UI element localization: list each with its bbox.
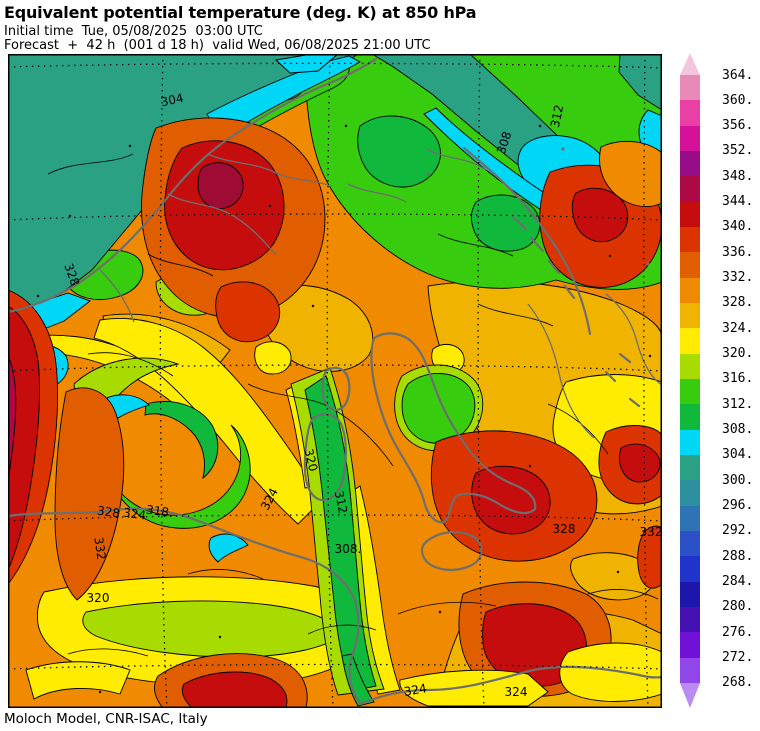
colorbar-tick-label: 276. [722,624,754,640]
colorbar-tick-label: 280. [722,599,754,615]
colorbar-tick-label: 304. [722,447,754,463]
latlon-grid [7,53,663,709]
colorbar-segment [680,657,700,683]
contour-label: 304 [160,91,185,109]
contour-label: 332 [640,525,662,539]
colorbar-tick-label: 344. [722,194,754,210]
colorbar-segment [680,100,700,126]
colorbar-segment [680,429,700,455]
colorbar-segment [680,176,700,202]
contour-label: 318 [145,503,170,520]
contour-label: 328 [553,522,576,536]
colorbar-segment [680,125,700,151]
colorbar-tick-label: 352. [722,143,754,159]
contour-label: 320 [87,591,110,605]
colorbar-segment [680,632,700,658]
contour-label: 328 [96,504,121,521]
colorbar-segment [680,480,700,506]
initial-time-line: Initial time Tue, 05/08/2025 03:00 UTC [4,24,263,39]
contour-label: 324 [122,506,147,523]
colorbar-tick-label: 296. [722,498,754,514]
map-area: 304 308 312 328 332 328 324 318 320 324 … [6,53,664,709]
colorbar: 364. 360. 356. 352. 348. 344. 340. 336. 332. 328.… [680,53,760,713]
colorbar-tick-label: 316. [722,371,754,387]
colorbar-segment [680,556,700,582]
colorbar-tick-label: 272. [722,650,754,666]
speckles [36,124,652,694]
contour-label: 324 [403,681,428,699]
colorbar-tick-label: 284. [722,574,754,590]
colorbar-over-triangle [680,53,700,75]
colorbar-segment [680,302,700,329]
colorbar-segment [680,328,700,354]
colorbar-tick-label: 268. [722,675,754,691]
colorbar-under-triangle [680,682,700,708]
contour-label: 308 [494,130,514,156]
contour-labels: 304 308 312 328 332 328 324 318 320 324 … [61,91,662,699]
colorbar-tick-label: 328. [722,295,754,311]
colorbar-segment [680,226,700,253]
colorbar-segment [680,353,700,379]
colorbar-tick-label: 348. [722,168,754,184]
colorbar-tick-label: 360. [722,92,754,108]
colorbar-tick-label: 340. [722,219,754,235]
warm-core-regions [7,117,663,709]
colorbar-segment [680,75,700,101]
colorbar-segment [680,404,700,430]
colorbar-tick-label: 332. [722,270,754,286]
colorbar-tick-label: 320. [722,346,754,362]
border-lines [99,149,663,439]
colorbar-tick-label: 336. [722,244,754,260]
colorbar-tick-label: 288. [722,548,754,564]
colorbar-segment [680,150,700,177]
forecast-line: Forecast + 42 h (001 d 18 h) valid Wed, … [4,38,431,53]
colorbar-segment [680,581,700,607]
contour-label: 320 [301,447,320,473]
map-canvas: 304 308 312 328 332 328 324 318 320 324 … [6,53,664,709]
contour-label: 312 [332,490,350,515]
contour-label: 312 [548,104,566,129]
colorbar-segment [680,505,700,531]
colorbar-segment [680,606,700,633]
colorbar-tick-label: 300. [722,472,754,488]
colorbar-tick-label: 324. [722,320,754,336]
contour-label: 308. [335,542,362,556]
page-title: Equivalent potential temperature (deg. K… [4,3,477,22]
colorbar-segment [680,201,700,227]
map-border [8,54,662,708]
colorbar-segment [680,252,700,278]
colorbar-segment [680,454,700,481]
colorbar-segment [680,277,700,303]
model-attribution: Moloch Model, CNR-ISAC, Italy [4,711,208,727]
colorbar-tick-label: 312. [722,396,754,412]
contour-label: 332 [91,536,108,561]
colorbar-tick-label: 364. [722,67,754,83]
colorbar-tick-label: 356. [722,118,754,134]
contour-label: 324 [505,685,528,699]
colorbar-segment [680,378,700,405]
colorbar-tick-label: 308. [722,422,754,438]
colorbar-segment [680,530,700,557]
bottom-overlay-regions [341,642,663,707]
colorbar-tick-label: 292. [722,523,754,539]
